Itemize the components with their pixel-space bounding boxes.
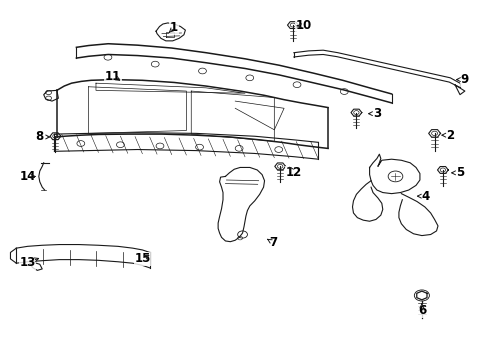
Text: 11: 11 bbox=[105, 69, 121, 82]
Text: 4: 4 bbox=[422, 190, 430, 203]
Text: 3: 3 bbox=[373, 107, 381, 120]
Text: 15: 15 bbox=[134, 252, 150, 265]
Text: 1: 1 bbox=[170, 21, 178, 34]
Text: 9: 9 bbox=[461, 73, 469, 86]
Text: 10: 10 bbox=[295, 19, 312, 32]
Text: 8: 8 bbox=[36, 130, 44, 144]
Text: 7: 7 bbox=[270, 236, 277, 249]
Text: 5: 5 bbox=[456, 166, 464, 179]
Text: 14: 14 bbox=[20, 170, 36, 183]
Text: 12: 12 bbox=[286, 166, 302, 179]
Text: 13: 13 bbox=[20, 256, 36, 269]
Text: 2: 2 bbox=[446, 129, 454, 142]
Text: 6: 6 bbox=[418, 305, 426, 318]
